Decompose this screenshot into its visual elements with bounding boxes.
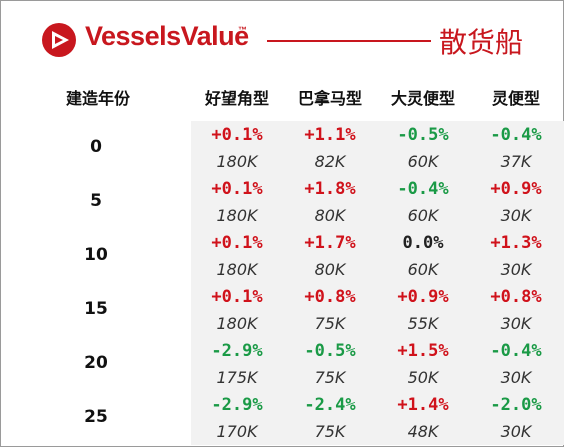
vessel-size-cell: 82K <box>314 152 346 171</box>
build-year-label: 0 <box>90 137 102 157</box>
vessel-size-cell: 80K <box>314 260 346 279</box>
vessel-size-cell: 75K <box>314 368 346 387</box>
column-header-handysize: 灵便型 <box>491 89 540 108</box>
vessel-size-cell: 60K <box>407 206 439 225</box>
percent-change-cell: +1.3% <box>490 233 542 253</box>
build-year-label: 10 <box>84 245 108 265</box>
vessel-size-cell: 170K <box>216 422 258 441</box>
vessel-size-cell: 30K <box>500 368 532 387</box>
vesselsvalue-logo-icon <box>42 23 76 57</box>
percent-change-cell: -2.9% <box>211 341 263 361</box>
percent-change-cell: -2.0% <box>490 395 542 415</box>
vessel-size-cell: 180K <box>216 260 258 279</box>
percent-change-cell: +1.4% <box>397 395 449 415</box>
column-header-capesize: 好望角型 <box>204 89 269 108</box>
vessel-size-cell: 180K <box>216 152 258 171</box>
percent-change-cell: +0.1% <box>211 233 263 253</box>
trademark-mark: ™ <box>238 25 247 35</box>
build-year-label: 5 <box>90 191 102 211</box>
vessel-size-cell: 75K <box>314 314 346 333</box>
vessel-size-cell: 37K <box>500 152 532 171</box>
percent-change-cell: +0.1% <box>211 125 263 145</box>
header: VesselsValue ™ 散货船 <box>1 1 563 71</box>
category-title: 散货船 <box>439 26 524 59</box>
percent-change-cell: +0.9% <box>397 287 449 307</box>
table-row: -2.9% 175K -0.5% 75K +1.5% 50K -0.4% 30K <box>191 337 564 391</box>
vessel-size-cell: 60K <box>407 152 439 171</box>
percent-change-cell: +1.7% <box>304 233 356 253</box>
column-header-panamax: 巴拿马型 <box>297 89 362 108</box>
percent-change-cell: +1.5% <box>397 341 449 361</box>
percent-change-cell: -2.4% <box>304 395 356 415</box>
vessel-size-cell: 50K <box>407 368 439 387</box>
header-divider <box>267 40 431 42</box>
percent-change-cell: +1.8% <box>304 179 356 199</box>
column-header-age: 建造年份 <box>65 89 130 108</box>
percent-change-cell: +0.1% <box>211 179 263 199</box>
vessel-size-cell: 180K <box>216 206 258 225</box>
table-row: +0.1% 180K +1.1% 82K -0.5% 60K -0.4% 37K <box>191 121 564 175</box>
percent-change-cell: -0.5% <box>397 125 449 145</box>
brand-name: VesselsValue <box>85 21 249 51</box>
build-year-label: 15 <box>84 299 108 319</box>
vessel-size-cell: 80K <box>314 206 346 225</box>
vessel-size-cell: 30K <box>500 206 532 225</box>
vessel-size-cell: 30K <box>500 314 532 333</box>
table-row: -2.9% 170K -2.4% 75K +1.4% 48K -2.0% 30K <box>191 391 564 445</box>
percent-change-cell: +0.1% <box>211 287 263 307</box>
percent-change-cell: -0.5% <box>304 341 356 361</box>
vessel-size-cell: 75K <box>314 422 346 441</box>
percent-change-cell: -0.4% <box>490 341 542 361</box>
vessel-size-cell: 180K <box>216 314 258 333</box>
build-year-label: 20 <box>84 353 108 373</box>
vessel-size-cell: 55K <box>407 314 439 333</box>
percent-change-cell: 0.0% <box>402 233 444 253</box>
percent-change-cell: +0.8% <box>490 287 542 307</box>
build-year-label: 25 <box>84 407 108 427</box>
percent-change-cell: +0.9% <box>490 179 542 199</box>
percent-change-cell: +1.1% <box>304 125 356 145</box>
percent-change-cell: +0.8% <box>304 287 356 307</box>
column-header-supramax: 大灵便型 <box>390 89 455 108</box>
vessel-size-cell: 60K <box>407 260 439 279</box>
table-row: +0.1% 180K +1.8% 80K -0.4% 60K +0.9% 30K <box>191 175 564 229</box>
percent-change-cell: -0.4% <box>490 125 542 145</box>
table-row: +0.1% 180K +1.7% 80K 0.0% 60K +1.3% 30K <box>191 229 564 283</box>
table-row: +0.1% 180K +0.8% 75K +0.9% 55K +0.8% 30K <box>191 283 564 337</box>
vessel-size-cell: 175K <box>216 368 258 387</box>
vessel-size-cell: 30K <box>500 260 532 279</box>
percent-change-cell: -2.9% <box>211 395 263 415</box>
percent-change-cell: -0.4% <box>397 179 449 199</box>
vessel-size-cell: 30K <box>500 422 532 441</box>
vessel-size-cell: 48K <box>407 422 439 441</box>
